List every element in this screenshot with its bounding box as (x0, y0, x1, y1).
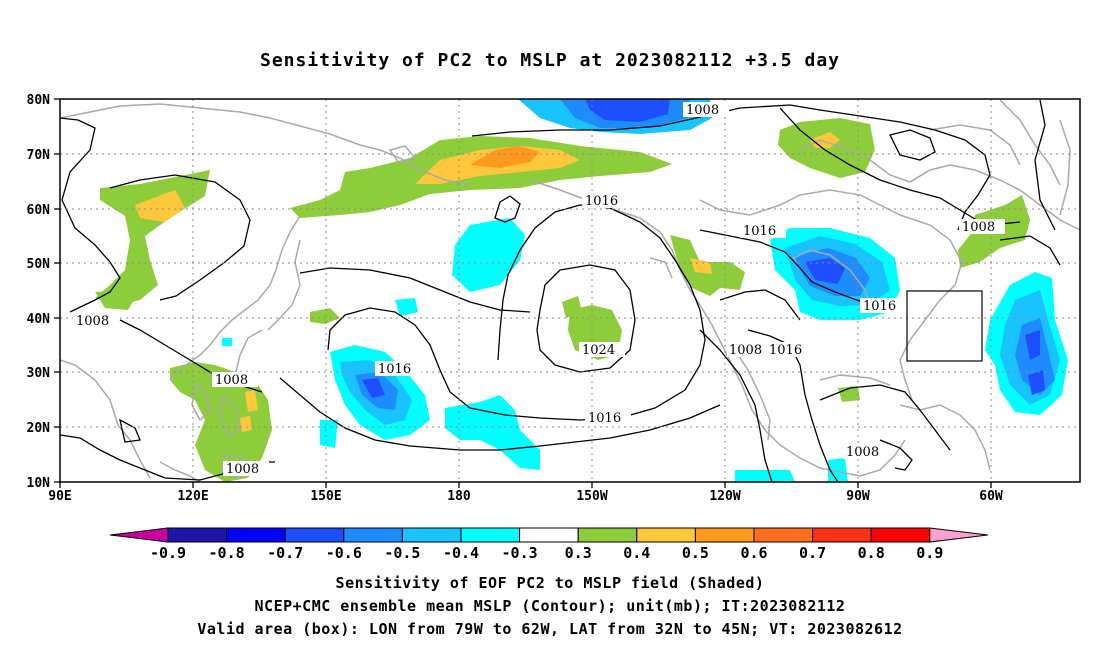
contour-label: 1016 (769, 343, 802, 358)
plot-frame (59, 98, 1081, 483)
colorbar-swatch (870, 527, 931, 543)
contour-label: 1016 (378, 362, 411, 377)
contour-label: 1016 (743, 224, 776, 239)
colorbar-label: 0.5 (682, 544, 709, 562)
colorbar-swatch (460, 527, 521, 543)
map-title: Sensitivity of PC2 to MSLP at 2023082112… (259, 50, 840, 71)
colorbar-low-end (109, 527, 169, 543)
lon-label: 120E (177, 489, 208, 504)
colorbar-swatch (753, 527, 814, 543)
contour-label: 1008 (226, 462, 259, 477)
longitude-labels: 90E 120E 150E 180 150W 120W 90W 60W (48, 489, 1003, 504)
footer-line-1: Sensitivity of EOF PC2 to MSLP field (Sh… (335, 574, 765, 592)
lat-label: 30N (27, 366, 51, 381)
lat-label: 10N (27, 476, 51, 491)
contour-label: 1016 (588, 411, 621, 426)
contour-label: 1008 (76, 314, 109, 329)
contour-label: 1008 (215, 373, 248, 388)
axis-ticks (54, 98, 992, 488)
lon-label: 120W (709, 489, 740, 504)
colorbar-swatch (636, 527, 696, 543)
lat-label: 40N (27, 312, 51, 327)
colorbar-label: 0.4 (623, 544, 650, 562)
lon-label: 60W (979, 489, 1003, 504)
colorbar-label: 0.6 (740, 544, 767, 562)
mslp-contours (60, 99, 1061, 482)
lon-label: 150E (310, 489, 341, 504)
colorbar-label: -0.5 (384, 544, 420, 562)
lat-label: 60N (27, 203, 51, 218)
contour-label: 1016 (863, 299, 896, 314)
colorbar-label: -0.6 (326, 544, 362, 562)
colorbar-label: -0.4 (443, 544, 479, 562)
colorbar-high-end (929, 527, 988, 543)
colorbar-swatch (284, 527, 345, 543)
shaded-sensitivity (95, 99, 1068, 482)
colorbar-swatch (812, 527, 872, 543)
colorbar-label: -0.8 (209, 544, 245, 562)
lon-label: 90E (48, 489, 71, 504)
lat-label: 50N (27, 257, 51, 272)
lat-label: 80N (27, 93, 51, 108)
colorbar-swatch (343, 527, 403, 543)
colorbar-label: -0.3 (502, 544, 538, 562)
colorbar-label: 0.7 (799, 544, 826, 562)
colorbar-label: -0.9 (150, 544, 186, 562)
lat-label: 70N (27, 148, 51, 163)
footer-line-3: Valid area (box): LON from 79W to 62W, L… (197, 620, 903, 638)
lat-label: 20N (27, 421, 51, 436)
contour-label: 1008 (962, 220, 995, 235)
contour-label: 1008 (686, 103, 719, 118)
lon-label: 90W (846, 489, 870, 504)
colorbar-swatch (519, 527, 579, 543)
gridlines (60, 99, 1080, 482)
colorbar-label: 0.3 (565, 544, 592, 562)
lon-label: 150W (576, 489, 607, 504)
colorbar: -0.9 -0.8 -0.7 -0.6 -0.5 -0.4 -0.3 0.3 0.4 0.5 0.6… (109, 527, 988, 562)
contour-label: 1008 (846, 445, 879, 460)
colorbar-swatch (694, 527, 755, 543)
lon-label: 180 (447, 489, 471, 504)
contour-labels: 1008 1016 1016 1008 1008 1016 1008 1016 … (73, 102, 1005, 477)
colorbar-label: 0.9 (916, 544, 943, 562)
contour-label: 1016 (585, 194, 618, 209)
contour-label: 1024 (582, 343, 615, 358)
colorbar-swatch (167, 527, 228, 543)
contour-label: 1008 (729, 343, 762, 358)
colorbar-swatch (577, 527, 638, 543)
colorbar-swatch (401, 527, 462, 543)
footer-line-2: NCEP+CMC ensemble mean MSLP (Contour); u… (254, 597, 846, 615)
colorbar-label: -0.7 (267, 544, 303, 562)
colorbar-label: 0.8 (858, 544, 885, 562)
latitude-labels: 80N 70N 60N 50N 40N 30N 20N 10N (27, 93, 51, 491)
valid-area-box (906, 290, 983, 362)
colorbar-swatch (226, 527, 286, 543)
